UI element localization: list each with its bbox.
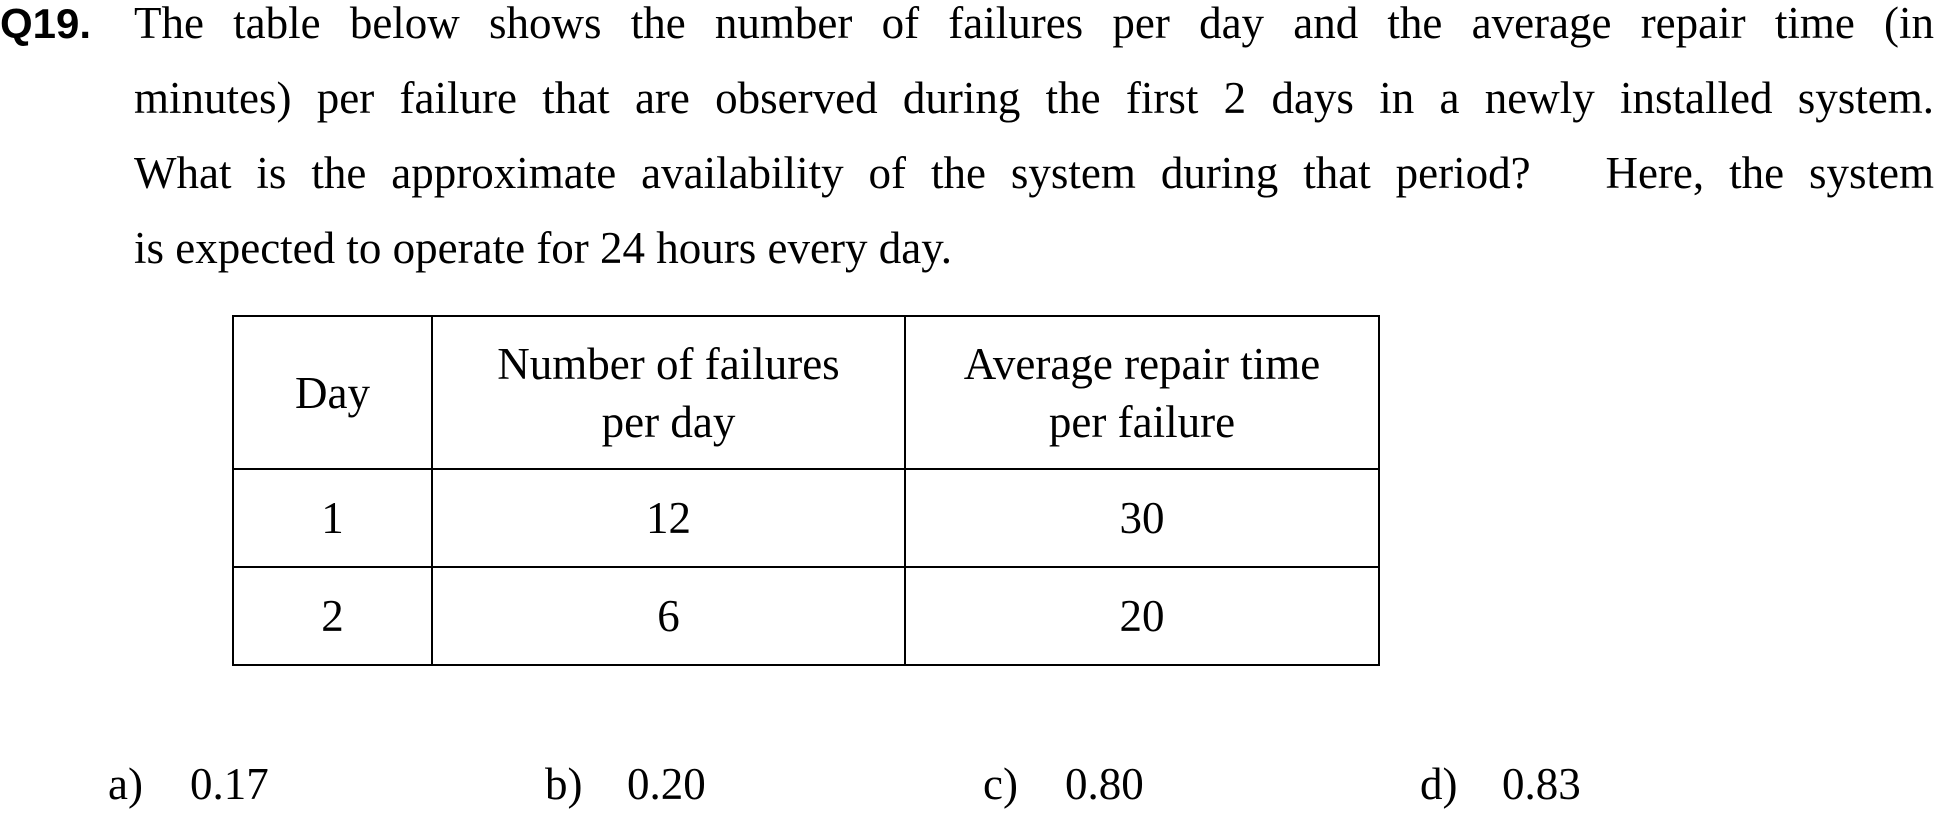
- question-line: minutes) per failure that are observed d…: [134, 73, 1934, 123]
- choice-a-label: a): [108, 759, 143, 809]
- cell-repair-time: 20: [904, 566, 1380, 666]
- table-row: 2 6 20: [232, 566, 1380, 666]
- choice-a-value: 0.17: [190, 759, 269, 809]
- table-header-row: Day Number of failures per day Average r…: [232, 315, 1380, 470]
- question-line: The table below shows the number of fail…: [134, 0, 1934, 48]
- failure-table: Day Number of failures per day Average r…: [232, 315, 1380, 666]
- cell-day: 1: [232, 468, 433, 568]
- cell-failures: 12: [431, 468, 906, 568]
- choice-d[interactable]: d) 0.83: [1420, 755, 1581, 813]
- choice-d-label: d): [1420, 759, 1458, 809]
- header-repair-line2: per failure: [1048, 396, 1236, 447]
- choice-b[interactable]: b) 0.20: [545, 755, 706, 813]
- cell-failures: 6: [431, 566, 906, 666]
- header-repair-time: Average repair time per failure: [904, 315, 1380, 470]
- choice-b-value: 0.20: [627, 759, 706, 809]
- choice-d-value: 0.83: [1502, 759, 1581, 809]
- question-line: is expected to operate for 24 hours ever…: [134, 223, 953, 273]
- choice-b-label: b): [545, 759, 583, 809]
- question-number: Q19.: [0, 0, 92, 47]
- header-day: Day: [232, 315, 433, 470]
- header-day-label: Day: [295, 367, 370, 418]
- choice-c-value: 0.80: [1065, 759, 1144, 809]
- choice-c[interactable]: c) 0.80: [983, 755, 1144, 813]
- header-failures-line2: per day: [601, 396, 736, 447]
- choice-c-label: c): [983, 759, 1018, 809]
- question-text: The table below shows the number of fail…: [134, 0, 1934, 286]
- choice-a[interactable]: a) 0.17: [108, 755, 269, 813]
- cell-day: 2: [232, 566, 433, 666]
- table-row: 1 12 30: [232, 468, 1380, 568]
- question-line: What is the approximate availability of …: [134, 148, 1934, 198]
- header-repair-line1: Average repair time: [963, 338, 1321, 389]
- header-failures: Number of failures per day: [431, 315, 906, 470]
- cell-repair-time: 30: [904, 468, 1380, 568]
- header-failures-line1: Number of failures: [497, 338, 840, 389]
